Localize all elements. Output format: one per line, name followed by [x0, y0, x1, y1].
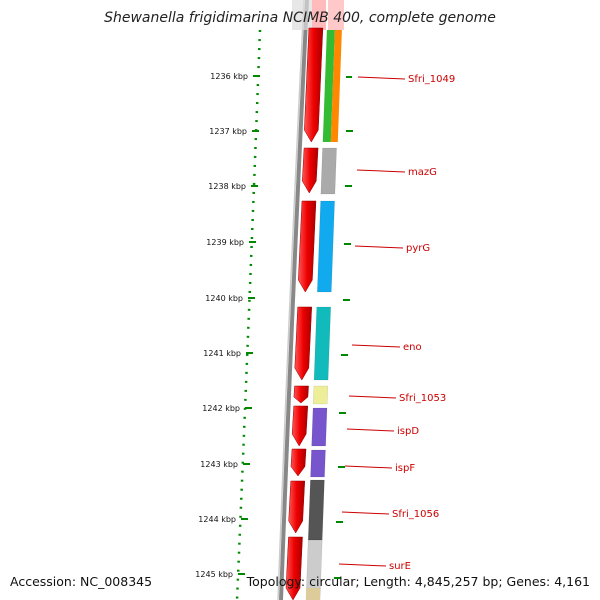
- tick-scale: 1236 kbp 1237 kbp 1238 kbp 1239 kbp 1240 kbp…: [195, 72, 260, 579]
- leader-line: [348, 395, 397, 399]
- tick-label: 1237 kbp: [209, 127, 247, 136]
- gene-block: [305, 539, 323, 600]
- tick-label: 1242 kbp: [202, 404, 240, 413]
- tick-label: 1243 kbp: [200, 460, 238, 469]
- gene-block: [310, 449, 326, 478]
- tick-ring: [235, 29, 262, 600]
- strand-arrow: [298, 200, 317, 293]
- tick-label: 1240 kbp: [205, 294, 243, 303]
- top-faded-pink: [328, 0, 344, 30]
- gene-block: [311, 407, 328, 447]
- gene-labels: Sfri_1049 mazG pyrG eno Sfri_1053 ispD ispF Sfr…: [338, 74, 455, 572]
- tick-label: 1245 kbp: [195, 570, 233, 579]
- gene-block: [320, 147, 337, 195]
- leader-line: [354, 245, 404, 249]
- red-gene-strand: [285, 27, 324, 600]
- gene-block: [307, 479, 325, 541]
- leader-line: [357, 76, 406, 80]
- strand-arrow: [294, 306, 312, 381]
- gene-label: ispD: [397, 426, 419, 437]
- strand-arrow: [285, 536, 303, 600]
- leader-line: [344, 465, 393, 469]
- gene-label: Sfri_1053: [399, 393, 446, 404]
- strand-arrow: [293, 385, 309, 404]
- strand-arrow: [304, 27, 324, 143]
- tick-label: 1239 kbp: [206, 238, 244, 247]
- top-faded-red: [312, 0, 326, 30]
- bottom-faded-block: [306, 588, 320, 600]
- gene-block: [313, 306, 332, 381]
- backbone-shadow: [277, 0, 305, 600]
- leader-line: [356, 169, 406, 173]
- gene-label: ispF: [395, 463, 415, 474]
- strand-arrow: [302, 147, 319, 194]
- gene-label: mazG: [408, 167, 437, 178]
- gene-block: [330, 30, 342, 142]
- tick-label: 1236 kbp: [210, 72, 248, 81]
- map-title: Shewanella frigidimarina NCIMB 400, comp…: [104, 10, 496, 26]
- strand-arrow: [290, 448, 307, 477]
- backbone-line: [279, 0, 309, 600]
- accession-text: Accession: NC_008345: [10, 574, 153, 589]
- gene-label: Sfri_1056: [392, 509, 439, 520]
- leader-line: [346, 428, 395, 432]
- leader-line: [351, 344, 401, 348]
- leader-line: [341, 511, 390, 515]
- gene-label: surE: [389, 561, 411, 572]
- gene-block: [312, 385, 329, 405]
- gene-block: [322, 30, 335, 142]
- inner-ticks: [334, 76, 353, 579]
- tick-label: 1238 kbp: [208, 182, 246, 191]
- strand-arrow: [291, 405, 309, 447]
- tick-label: 1241 kbp: [203, 349, 241, 358]
- tick-label: 1244 kbp: [198, 515, 236, 524]
- gene-block: [317, 200, 335, 293]
- gene-label: pyrG: [406, 243, 430, 254]
- topology-text: Topology: circular; Length: 4,845,257 bp…: [246, 574, 590, 589]
- leader-line: [338, 563, 387, 567]
- gene-blocks: [305, 30, 342, 600]
- top-faded-block: [292, 0, 312, 30]
- gene-label: eno: [403, 342, 422, 353]
- strand-arrow: [288, 480, 306, 534]
- gene-label: Sfri_1049: [408, 74, 455, 85]
